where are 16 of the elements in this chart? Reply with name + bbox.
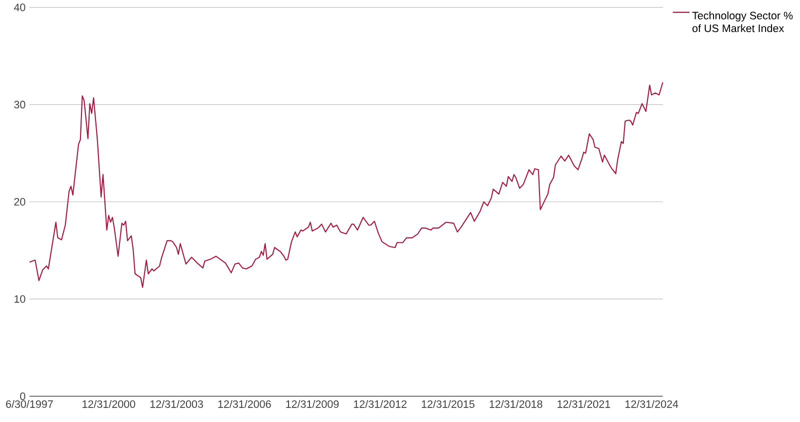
x-tick-label: 12/31/2003 (150, 400, 203, 408)
y-tick-label: 30 (14, 100, 26, 109)
legend-label: Technology Sector % of US Market Index (692, 12, 793, 32)
y-tick-label: 20 (14, 198, 26, 206)
y-tick-label: 40 (14, 4, 26, 12)
x-tick-label: 12/31/2006 (218, 400, 271, 408)
x-tick-label: 12/31/2012 (354, 400, 407, 408)
y-tick-label: 0 (20, 392, 26, 400)
x-tick-label: 12/31/2024 (625, 400, 678, 408)
x-tick-label: 12/31/2021 (558, 400, 610, 408)
x-tick-label: 12/31/2015 (422, 400, 474, 408)
x-tick-label: 12/31/2009 (286, 400, 339, 408)
x-tick-label: 12/31/2000 (82, 400, 136, 408)
y-tick-label: 10 (14, 295, 26, 303)
x-tick-label: 6/30/1997 (6, 400, 53, 408)
x-tick-label: 12/31/2018 (490, 400, 542, 408)
